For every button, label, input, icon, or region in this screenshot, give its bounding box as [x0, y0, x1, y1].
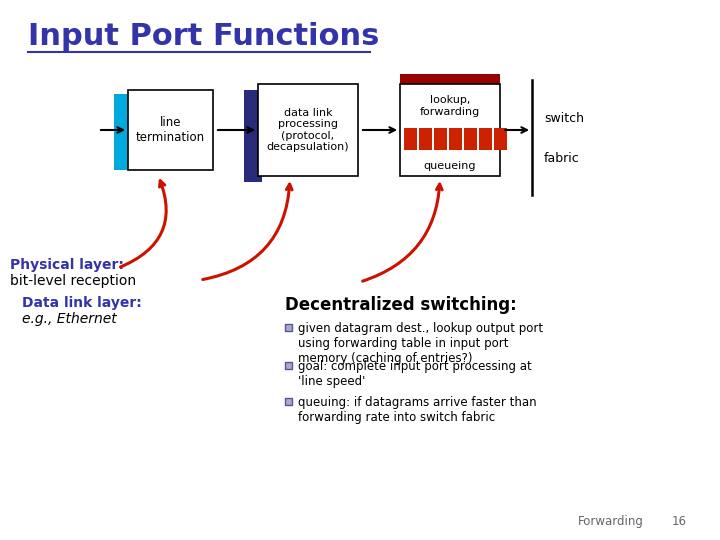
FancyBboxPatch shape — [464, 128, 477, 150]
Text: Forwarding: Forwarding — [578, 515, 644, 528]
FancyBboxPatch shape — [258, 84, 358, 176]
FancyBboxPatch shape — [400, 84, 500, 176]
Text: line
termination: line termination — [136, 116, 205, 144]
Text: bit-level reception: bit-level reception — [10, 274, 136, 288]
Text: given datagram dest., lookup output port
using forwarding table in input port
me: given datagram dest., lookup output port… — [298, 322, 543, 365]
Text: fabric: fabric — [544, 152, 580, 165]
Text: Decentralized switching:: Decentralized switching: — [285, 296, 517, 314]
Text: lookup,
forwarding: lookup, forwarding — [420, 95, 480, 117]
Text: Physical layer:: Physical layer: — [10, 258, 124, 272]
FancyBboxPatch shape — [400, 74, 500, 88]
FancyBboxPatch shape — [285, 398, 292, 405]
FancyBboxPatch shape — [494, 128, 507, 150]
FancyBboxPatch shape — [419, 128, 432, 150]
Text: 16: 16 — [672, 515, 687, 528]
FancyBboxPatch shape — [434, 128, 447, 150]
Text: switch: switch — [544, 111, 584, 125]
Text: queueing: queueing — [424, 161, 476, 171]
FancyBboxPatch shape — [285, 324, 292, 331]
FancyBboxPatch shape — [479, 128, 492, 150]
Text: Data link layer:: Data link layer: — [22, 296, 142, 310]
FancyBboxPatch shape — [285, 362, 292, 369]
Text: goal: complete input port processing at
'line speed': goal: complete input port processing at … — [298, 360, 532, 388]
Text: queuing: if datagrams arrive faster than
forwarding rate into switch fabric: queuing: if datagrams arrive faster than… — [298, 396, 536, 424]
Text: Input Port Functions: Input Port Functions — [28, 22, 379, 51]
FancyBboxPatch shape — [128, 90, 213, 170]
FancyBboxPatch shape — [114, 94, 132, 170]
FancyBboxPatch shape — [404, 128, 417, 150]
Text: data link
processing
(protocol,
decapsulation): data link processing (protocol, decapsul… — [266, 107, 349, 152]
Text: e.g., Ethernet: e.g., Ethernet — [22, 312, 117, 326]
FancyBboxPatch shape — [244, 90, 262, 182]
FancyBboxPatch shape — [449, 128, 462, 150]
